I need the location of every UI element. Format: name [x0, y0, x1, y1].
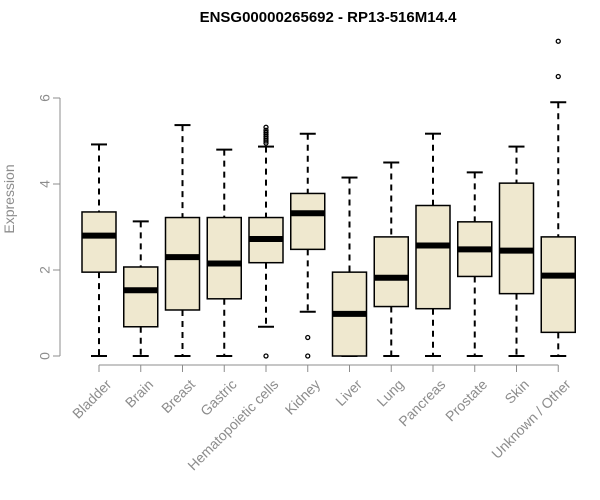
box-unknown-other	[540, 38, 576, 357]
x-tick-label: Prostate	[442, 376, 490, 424]
outlier-point	[555, 73, 561, 80]
y-tick-label: 2	[37, 266, 53, 274]
iqr-box	[164, 216, 201, 311]
box-kidney	[290, 132, 326, 359]
box-hematopoietic-cells	[248, 124, 284, 359]
x-tick-label: Lung	[373, 376, 406, 409]
y-axis-label: Expression	[1, 164, 17, 233]
iqr-box	[123, 266, 159, 328]
y-tick-label: 4	[37, 180, 53, 188]
iqr-box	[540, 236, 576, 334]
iqr-box	[415, 204, 451, 310]
box-breast	[164, 124, 201, 357]
outlier-point	[305, 353, 311, 359]
box-lung	[373, 161, 409, 357]
x-tick-label: Skin	[501, 376, 532, 407]
box-liver	[331, 176, 368, 357]
x-tick-label: Liver	[332, 376, 365, 409]
iqr-box	[373, 236, 409, 308]
outlier-point	[263, 129, 269, 136]
box-gastric	[206, 148, 242, 357]
outlier-point	[263, 353, 269, 359]
x-tick-label: Kidney	[282, 376, 324, 418]
iqr-box	[498, 182, 535, 295]
x-tick-label: Unknown / Other	[488, 376, 574, 462]
x-tick-label: Breast	[158, 376, 198, 416]
x-tick-label: Brain	[122, 376, 156, 410]
outlier-point	[555, 38, 561, 44]
y-axis: 0 2 4 6	[37, 94, 61, 360]
iqr-box	[290, 192, 326, 251]
boxes	[81, 38, 576, 359]
outlier-point	[305, 334, 311, 341]
outlier-point	[263, 127, 269, 133]
box-bladder	[81, 143, 117, 357]
box-prostate	[457, 171, 493, 357]
x-tick-label: Bladder	[69, 376, 115, 422]
y-tick-label: 6	[37, 94, 53, 102]
box-skin	[498, 145, 535, 357]
box-brain	[123, 220, 159, 357]
outlier-point	[263, 124, 269, 130]
box-pancreas	[415, 132, 451, 357]
chart-title: ENSG00000265692 - RP13-516M14.4	[200, 9, 457, 26]
iqr-box	[81, 211, 117, 273]
iqr-box	[206, 216, 242, 300]
y-tick-label: 0	[37, 352, 53, 360]
